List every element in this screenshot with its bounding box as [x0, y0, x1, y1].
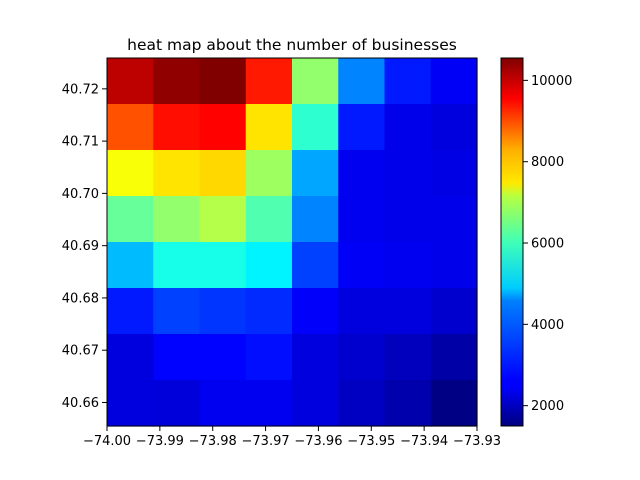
y-tick-label: 40.72	[62, 82, 99, 97]
heatmap-cell	[338, 288, 386, 335]
heatmap-cell	[107, 334, 154, 381]
heatmap-cell	[384, 196, 432, 243]
axes: −74.00 −73.99 −73.98 −73.97 −73.96 −73.95 −73.…	[62, 57, 501, 449]
heatmap-cell	[199, 380, 247, 427]
heatmap-cell	[245, 334, 293, 381]
heatmap-cell	[430, 196, 478, 243]
heatmap-cell	[292, 150, 339, 197]
heatmap-cell	[338, 196, 386, 243]
heatmap-cell	[245, 104, 293, 151]
heatmap-cell	[107, 196, 154, 243]
heatmap-cell	[384, 380, 432, 427]
x-tick-label: −73.93	[453, 434, 501, 449]
heatmap-cell	[384, 334, 432, 381]
heatmap-cell	[292, 196, 339, 243]
heatmap-cell	[245, 242, 293, 289]
heatmap-cell	[292, 242, 339, 289]
heatmap-cell	[199, 334, 247, 381]
heatmap-cell	[245, 380, 293, 427]
x-tick-label: −73.94	[400, 434, 448, 449]
heatmap-cell	[199, 288, 247, 335]
x-tick-label: −73.98	[189, 434, 237, 449]
heatmap-cell	[430, 242, 478, 289]
heatmap-cell	[199, 58, 247, 105]
heatmap-cell	[384, 242, 432, 289]
heatmap-cell	[245, 196, 293, 243]
heatmap-cell	[384, 288, 432, 335]
heatmap-cell	[107, 380, 154, 427]
x-tick-label: −73.99	[136, 434, 184, 449]
heatmap-cell	[153, 104, 201, 151]
heatmap-cell	[292, 104, 339, 151]
colorbar-tick-label: 2000	[531, 399, 564, 414]
heatmap-cell	[384, 58, 432, 105]
heatmap-cell	[292, 288, 339, 335]
heatmap-cell	[153, 196, 201, 243]
heatmap-cell	[245, 58, 293, 105]
y-tick-label: 40.67	[62, 344, 99, 359]
heatmap-cell	[199, 196, 247, 243]
colorbar-tick-label: 6000	[531, 237, 564, 252]
y-tick-label: 40.71	[62, 135, 99, 150]
heatmap-cell	[338, 242, 386, 289]
heatmap-cell	[199, 150, 247, 197]
heatmap-cell	[430, 334, 478, 381]
colorbar-ticks: 2000 4000 6000 8000 10000	[523, 74, 572, 414]
y-tick-label: 40.69	[62, 239, 99, 254]
heatmap-cell	[384, 104, 432, 151]
heatmap-cell	[338, 104, 386, 151]
heatmap-cell	[153, 288, 201, 335]
y-tick-label: 40.70	[62, 187, 99, 202]
colorbar	[500, 57, 524, 427]
heatmap-cell	[430, 58, 478, 105]
heatmap-cell	[107, 242, 154, 289]
x-tick-label: −74.00	[83, 434, 131, 449]
heatmap-cell	[430, 150, 478, 197]
heatmap-cell	[153, 150, 201, 197]
heatmap-cell	[338, 150, 386, 197]
heatmap-cell	[107, 288, 154, 335]
heatmap-cell	[292, 58, 339, 105]
y-tick-label: 40.68	[62, 291, 99, 306]
heatmap-cell	[338, 58, 386, 105]
colorbar-tick-label: 8000	[531, 155, 564, 170]
heatmap-cell	[153, 242, 201, 289]
heatmap-cell	[153, 380, 201, 427]
heatmap-cell	[107, 150, 154, 197]
heatmap-cell	[245, 288, 293, 335]
heatmap-cell	[107, 58, 154, 105]
heatmap-cell	[199, 104, 247, 151]
y-tick-label: 40.66	[62, 396, 99, 411]
heatmap-cell	[107, 104, 154, 151]
heatmap-cell	[430, 288, 478, 335]
heatmap-cell	[384, 150, 432, 197]
heatmap-cell	[338, 380, 386, 427]
heatmap-cell	[292, 380, 339, 427]
heatmap-cell	[153, 58, 201, 105]
heatmap-cell	[153, 334, 201, 381]
chart-title: heat map about the number of businesses	[127, 36, 457, 54]
heatmap-cell	[430, 104, 478, 151]
heatmap-cells	[107, 58, 478, 427]
heatmap-cell	[430, 380, 478, 427]
x-tick-label: −73.95	[347, 434, 395, 449]
x-tick-label: −73.97	[242, 434, 290, 449]
colorbar-tick-label: 4000	[531, 318, 564, 333]
colorbar-tick-label: 10000	[531, 74, 572, 89]
x-tick-label: −73.96	[294, 434, 342, 449]
plot-frame	[106, 57, 478, 427]
heatmap-cell	[245, 150, 293, 197]
heatmap-cell	[199, 242, 247, 289]
heatmap-cell	[292, 334, 339, 381]
heatmap-cell	[338, 334, 386, 381]
